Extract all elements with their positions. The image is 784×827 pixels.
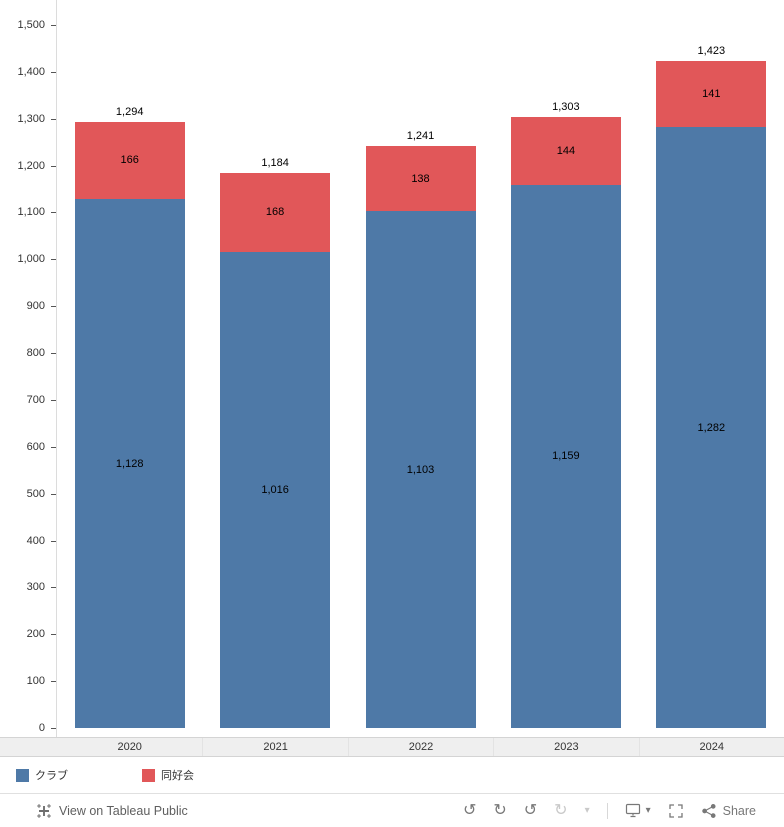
y-tick-label: 1,500: [17, 19, 45, 31]
legend-swatch: [16, 768, 29, 782]
bar-2024[interactable]: 141 1,282: [656, 61, 767, 728]
share-icon: [701, 803, 716, 818]
y-tick-mark: [51, 728, 56, 729]
y-tick-mark: [51, 118, 56, 120]
y-tick-label: 800: [26, 347, 45, 360]
bar-segment-クラブ[interactable]: 1,016: [220, 251, 331, 728]
bar-segment-クラブ[interactable]: 1,159: [510, 184, 621, 728]
y-tick-label: 1,200: [17, 159, 45, 172]
y-tick-mark: [51, 399, 56, 401]
y-tick-mark: [51, 681, 56, 683]
y-tick-mark: [51, 587, 56, 589]
total-label-2024: 1,423: [697, 45, 726, 58]
bar-segment-クラブ[interactable]: 1,128: [74, 199, 185, 728]
total-label-2023: 1,303: [552, 101, 580, 114]
y-tick-label: 1,300: [17, 112, 45, 125]
tableau-toolbar: View on Tableau Public ↺ ↻ ↺ ↻ ▾ ▾: [0, 793, 784, 827]
y-tick-label: 1,100: [17, 206, 45, 219]
y-tick-label: 100: [26, 675, 45, 688]
y-tick-label: 0: [38, 722, 45, 734]
bar-segment-同好会[interactable]: 144: [510, 117, 621, 185]
legend-item-同好会[interactable]: 同好会: [142, 767, 194, 783]
legend-label: クラブ: [35, 770, 68, 782]
share-button[interactable]: Share: [701, 803, 756, 819]
x-axis-label-2021: 2021: [202, 738, 347, 756]
device-layout-caret-icon: ▾: [645, 804, 651, 816]
bar-segment-同好会[interactable]: 168: [220, 173, 331, 252]
segment-value-label: 138: [411, 172, 430, 185]
x-axis-label-2024: 2024: [638, 738, 784, 756]
x-axis-label-2022: 2022: [347, 738, 493, 756]
segment-value-label: 1,282: [697, 421, 726, 434]
segment-value-label: 1,016: [261, 483, 289, 496]
y-axis: 0 100 200 300 400 500 600 700 800 900 1,000 1,100 1,…: [0, 0, 57, 737]
fullscreen-icon[interactable]: [668, 803, 684, 819]
toolbar-actions: ↺ ↻ ↺ ↻ ▾ ▾: [462, 801, 756, 819]
view-on-tableau-link[interactable]: View on Tableau Public: [36, 803, 188, 819]
bar-segment-同好会[interactable]: 166: [74, 121, 185, 200]
y-tick-label: 200: [26, 628, 45, 641]
y-tick-label: 600: [26, 440, 45, 453]
segment-value-label: 166: [120, 154, 139, 167]
y-tick-label: 700: [26, 393, 45, 406]
legend: クラブ 同好会: [0, 757, 784, 793]
bar-2022[interactable]: 138 1,103: [365, 146, 476, 728]
y-tick-mark: [51, 25, 56, 26]
bar-segment-同好会[interactable]: 138: [365, 146, 476, 212]
y-tick-label: 300: [26, 581, 45, 594]
y-tick-mark: [51, 634, 56, 636]
y-tick-mark: [51, 540, 56, 542]
legend-item-クラブ[interactable]: クラブ: [16, 767, 68, 783]
y-tick-mark: [51, 493, 56, 495]
x-axis: 2020 2021 2022 2023 2024: [0, 737, 784, 757]
plot-area: 166 1,128 1,294 168 1,016 1,184 138 1,103 1,241 1…: [57, 0, 784, 737]
y-tick-label: 1,400: [17, 65, 45, 78]
y-tick-mark: [51, 259, 56, 261]
bar-2020[interactable]: 166 1,128: [74, 121, 185, 728]
segment-value-label: 1,159: [552, 450, 580, 463]
replay-icon[interactable]: ↻: [554, 801, 568, 819]
bar-segment-同好会[interactable]: 141: [656, 61, 767, 128]
total-label-2021: 1,184: [261, 157, 289, 170]
bar-2021[interactable]: 168 1,016: [220, 173, 331, 728]
segment-value-label: 144: [556, 145, 576, 158]
chart: 0 100 200 300 400 500 600 700 800 900 1,000 1,100 1,…: [0, 0, 784, 737]
toolbar-separator: [606, 802, 608, 819]
bar-segment-クラブ[interactable]: 1,282: [656, 127, 767, 728]
segment-value-label: 141: [702, 88, 721, 101]
y-tick-mark: [51, 165, 56, 167]
y-tick-label: 1,000: [17, 253, 45, 266]
segment-value-label: 1,128: [115, 457, 144, 470]
y-tick-mark: [51, 446, 56, 448]
view-on-tableau-label: View on Tableau Public: [59, 803, 188, 818]
y-tick-label: 500: [26, 487, 45, 500]
segment-value-label: 1,103: [406, 463, 435, 476]
y-tick-mark: [51, 306, 56, 308]
y-tick-label: 400: [26, 534, 45, 547]
y-tick-mark: [51, 353, 56, 355]
legend-swatch: [142, 768, 155, 782]
bar-2023[interactable]: 144 1,159: [510, 117, 621, 728]
x-axis-label-2023: 2023: [493, 738, 638, 756]
redo-icon[interactable]: ↻: [493, 801, 507, 819]
share-label: Share: [722, 803, 756, 818]
x-axis-label-2020: 2020: [117, 741, 142, 753]
y-tick-label: 900: [26, 300, 45, 313]
legend-label: 同好会: [161, 770, 194, 782]
device-layout-icon[interactable]: ▾: [625, 803, 651, 818]
segment-value-label: 168: [265, 206, 285, 219]
reset-icon[interactable]: ↺: [523, 801, 538, 819]
undo-icon[interactable]: ↺: [462, 801, 477, 819]
total-label-2022: 1,241: [406, 130, 435, 143]
speed-dropdown-icon[interactable]: ▾: [584, 805, 590, 816]
bar-segment-クラブ[interactable]: 1,103: [365, 211, 476, 728]
tableau-logo-icon: [36, 803, 52, 819]
total-label-2020: 1,294: [115, 105, 144, 118]
y-tick-mark: [51, 71, 56, 73]
y-tick-mark: [51, 212, 56, 214]
